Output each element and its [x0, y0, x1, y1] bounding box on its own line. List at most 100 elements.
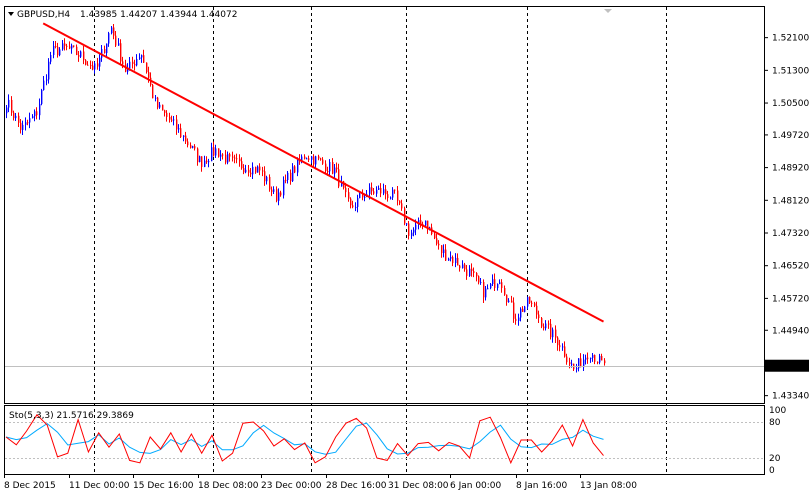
candle-body	[513, 302, 515, 319]
candle-body	[497, 284, 499, 288]
time-tick-label: 6 Jan 00:00	[450, 481, 502, 491]
candle-body	[250, 172, 252, 175]
candle-body	[387, 194, 389, 199]
candle-body	[338, 169, 340, 187]
candle-body	[227, 154, 229, 163]
time-axis: 8 Dec 2015 11 Dec 00:00 15 Dec 16:00 18 Dec…	[4, 474, 637, 491]
candle-body	[266, 176, 268, 182]
candle-body	[271, 189, 273, 192]
scroll-arrow-icon[interactable]	[604, 9, 612, 13]
candle-body	[585, 357, 587, 360]
candle-body	[66, 45, 68, 47]
candle-body	[222, 154, 224, 156]
candle-body	[594, 355, 596, 362]
candle-body	[104, 49, 106, 54]
candle-body	[232, 156, 234, 158]
candle-body	[269, 176, 271, 190]
chevron-down-icon[interactable]	[8, 12, 14, 16]
candle-body	[201, 156, 203, 167]
candle-body	[87, 64, 89, 66]
candle-body	[383, 189, 385, 194]
candle-body	[71, 45, 73, 49]
candle-body	[543, 326, 545, 329]
candle-body	[120, 43, 122, 62]
candle-body	[394, 189, 396, 191]
candle-body	[520, 308, 522, 318]
price-tick-label: 1.48120	[772, 196, 809, 206]
candle-body	[308, 158, 310, 160]
stochastic-main-line	[5, 414, 604, 465]
candle-body	[578, 358, 580, 369]
candle-body	[373, 191, 375, 194]
candle-body	[106, 43, 108, 54]
candle-body	[132, 61, 134, 64]
candle-body	[564, 346, 566, 357]
trendline-group	[42, 22, 604, 323]
candle-body	[415, 224, 417, 230]
time-tick-label: 18 Dec 08:00	[198, 481, 259, 491]
candle-body	[290, 172, 292, 182]
candle-body	[239, 158, 241, 162]
candle-body	[601, 355, 603, 361]
candle-body	[273, 189, 275, 192]
candle-body	[27, 122, 29, 124]
candle-body	[345, 187, 347, 193]
candle-body	[427, 220, 429, 230]
candle-body	[34, 111, 36, 117]
candle-body	[571, 363, 573, 365]
current-price-label: 1.44072	[768, 362, 805, 372]
candle-body	[13, 112, 15, 119]
candle-body	[185, 135, 187, 142]
candle-body	[129, 61, 131, 69]
time-tick-label: 13 Jan 08:00	[580, 481, 637, 491]
sub-plot-frame	[4, 405, 765, 475]
candle-body	[592, 355, 594, 358]
candle-body	[139, 57, 141, 59]
candle-body	[194, 146, 196, 149]
candle-body	[99, 57, 101, 67]
candle-body	[155, 97, 157, 99]
candle-body	[590, 357, 592, 359]
candle-body	[329, 161, 331, 172]
candle-body	[143, 55, 145, 63]
candle-body	[176, 119, 178, 130]
candle-body	[352, 205, 354, 208]
candle-body	[62, 43, 64, 50]
candle-body	[443, 249, 445, 254]
candle-body	[178, 128, 180, 130]
candle-body	[25, 122, 27, 125]
candle-body	[457, 257, 459, 266]
candle-body	[278, 192, 280, 201]
stochastic-tick-label: 100	[769, 406, 786, 416]
candle-body	[504, 288, 506, 295]
candle-body	[162, 104, 164, 111]
candle-body	[190, 145, 192, 148]
candle-body	[438, 243, 440, 246]
candle-body	[318, 156, 320, 159]
candle-body	[39, 103, 41, 116]
candle-body	[85, 60, 87, 65]
candle-body	[146, 62, 148, 73]
candle-body	[76, 46, 78, 56]
candle-body	[529, 297, 531, 303]
candle-body	[215, 148, 217, 156]
candle-body	[115, 35, 117, 46]
candle-body	[371, 187, 373, 192]
time-tick-label: 11 Dec 00:00	[69, 481, 130, 491]
candle-body	[380, 188, 382, 194]
candle-body	[552, 329, 554, 338]
candle-body	[494, 279, 496, 288]
candle-body	[29, 118, 31, 123]
candle-body	[134, 63, 136, 66]
candle-body	[406, 223, 408, 225]
candle-body	[492, 279, 494, 285]
candle-body	[18, 115, 20, 123]
candle-body	[364, 196, 366, 198]
candle-body	[534, 303, 536, 306]
candle-body	[6, 107, 8, 114]
candle-body	[369, 187, 371, 194]
candle-body	[73, 45, 75, 47]
price-tick-label: 1.45720	[772, 294, 809, 304]
candle-body	[450, 257, 452, 259]
candle-body	[545, 323, 547, 329]
